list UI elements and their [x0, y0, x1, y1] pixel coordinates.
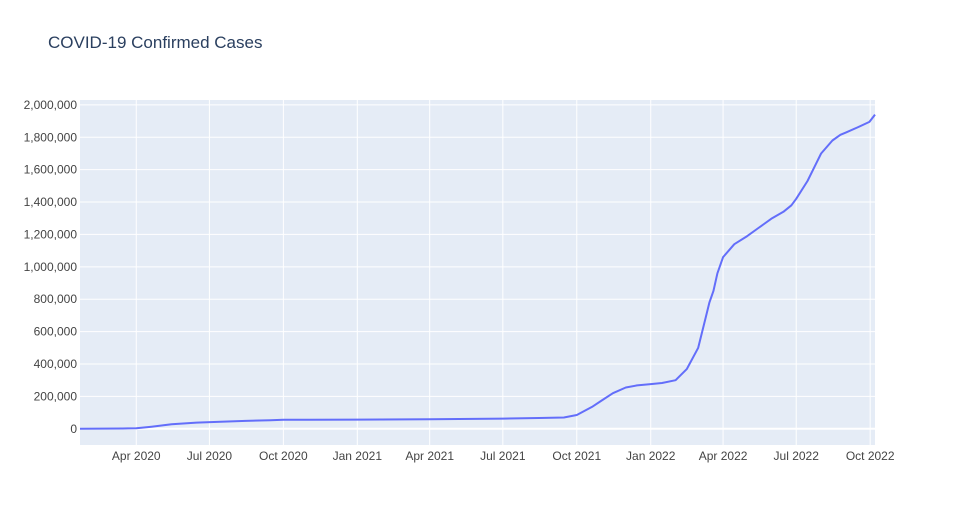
x-gridlines [135, 100, 871, 445]
y-tick-label: 200,000 [34, 389, 78, 403]
y-tick-label: 400,000 [34, 357, 78, 371]
x-tick-label: Oct 2022 [846, 449, 895, 463]
y-tick-label: 1,800,000 [24, 130, 78, 144]
y-tick-label: 2,000,000 [24, 98, 78, 112]
y-tick-label: 1,600,000 [24, 163, 78, 177]
y-tick-label: 0 [70, 422, 77, 436]
x-tick-label: Jan 2022 [626, 449, 676, 463]
chart-title: COVID-19 Confirmed Cases [48, 33, 263, 52]
x-tick-label: Apr 2021 [405, 449, 454, 463]
x-tick-label: Apr 2022 [699, 449, 748, 463]
x-tick-label: Apr 2020 [112, 449, 161, 463]
series-line [79, 113, 876, 430]
x-tick-label: Oct 2021 [552, 449, 601, 463]
x-tick-label: Jul 2020 [187, 449, 233, 463]
x-tick-label: Jan 2021 [333, 449, 383, 463]
x-tick-label: Jul 2021 [480, 449, 526, 463]
x-axis-tick-labels: Apr 2020 Jul 2020 Oct 2020 Jan 2021 Apr 2021… [112, 449, 895, 463]
y-gridlines [80, 104, 875, 430]
plot-area [80, 100, 875, 445]
y-tick-label: 600,000 [34, 325, 78, 339]
y-tick-label: 800,000 [34, 292, 78, 306]
y-tick-label: 1,200,000 [24, 227, 78, 241]
y-tick-label: 1,000,000 [24, 260, 78, 274]
y-tick-label: 1,400,000 [24, 195, 78, 209]
x-tick-label: Oct 2020 [259, 449, 308, 463]
x-tick-label: Jul 2022 [774, 449, 820, 463]
y-axis-tick-labels: 0 200,000 400,000 600,000 800,000 1,000,000 1,… [24, 98, 78, 436]
